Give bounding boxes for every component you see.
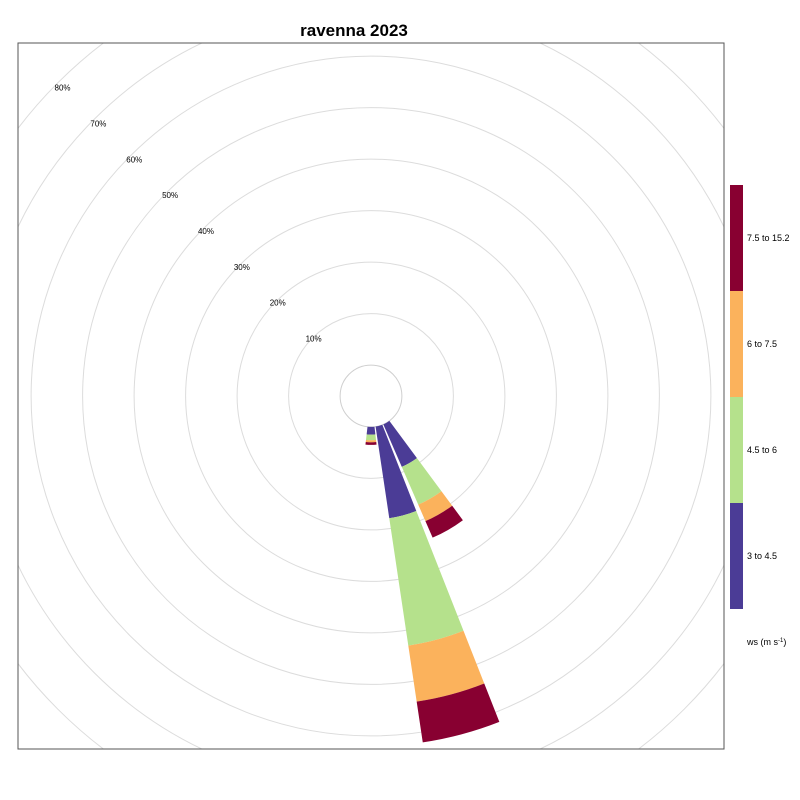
grid-ring-70 bbox=[18, 43, 724, 749]
legend-title-end: ) bbox=[783, 637, 786, 647]
sector-180-bin-1 bbox=[366, 426, 376, 435]
center-ring bbox=[339, 364, 403, 428]
sector-165-bin-3 bbox=[408, 630, 485, 702]
legend-swatch-2 bbox=[730, 397, 743, 503]
chart-title: ravenna 2023 bbox=[300, 21, 408, 40]
legend-swatch-3 bbox=[730, 291, 743, 397]
sector-150-bin-4 bbox=[425, 505, 463, 538]
grid-ring-10 bbox=[288, 313, 454, 479]
ring-label-10: 10% bbox=[306, 335, 322, 344]
legend-title: ws (m s-1) bbox=[746, 637, 786, 647]
sector-150-bin-3 bbox=[418, 491, 453, 522]
legend-label-3: 6 to 7.5 bbox=[747, 339, 777, 349]
legend-title-sup: -1 bbox=[778, 638, 784, 644]
legend-label-4: 7.5 to 15.2 bbox=[747, 233, 790, 243]
legend: 3 to 4.5 4.5 to 6 6 to 7.5 7.5 to 15.2 bbox=[730, 185, 790, 609]
plot-border bbox=[17, 42, 725, 750]
grid-ring-50 bbox=[82, 107, 660, 685]
grid-ring-40 bbox=[133, 158, 609, 634]
sector-165-bin-4 bbox=[416, 683, 500, 743]
legend-title-main: ws (m s bbox=[746, 637, 778, 647]
ring-label-50: 50% bbox=[162, 191, 178, 200]
ring-labels: 10% 20% 30% 40% 50% 60% 70% 80% bbox=[55, 84, 322, 344]
sector-180-bin-4 bbox=[365, 442, 377, 445]
sector-150-bin-1 bbox=[383, 420, 417, 467]
grid-ring-30 bbox=[185, 210, 557, 582]
sectors bbox=[365, 420, 500, 743]
sector-150-bin-2 bbox=[401, 458, 442, 505]
ring-label-30: 30% bbox=[234, 263, 250, 272]
sector-180-bin-3 bbox=[365, 440, 377, 443]
sector-180-bin-2 bbox=[365, 434, 377, 441]
legend-swatch-1 bbox=[730, 503, 743, 609]
legend-label-2: 4.5 to 6 bbox=[747, 445, 777, 455]
ring-label-70: 70% bbox=[90, 119, 106, 128]
legend-swatch-4 bbox=[730, 185, 743, 291]
sector-165-bin-1 bbox=[375, 424, 417, 519]
ring-label-20: 20% bbox=[270, 299, 286, 308]
ring-label-80: 80% bbox=[55, 84, 71, 93]
ring-label-60: 60% bbox=[126, 155, 142, 164]
grid-ring-20 bbox=[236, 261, 506, 531]
ring-label-40: 40% bbox=[198, 227, 214, 236]
grid-ring-60 bbox=[30, 55, 712, 737]
sector-165-bin-2 bbox=[389, 510, 464, 646]
legend-label-1: 3 to 4.5 bbox=[747, 551, 777, 561]
